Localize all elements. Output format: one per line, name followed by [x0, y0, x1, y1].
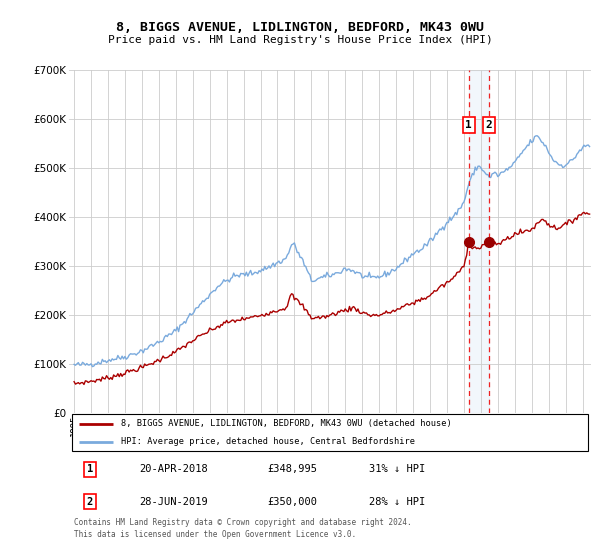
- Text: 28-JUN-2019: 28-JUN-2019: [139, 497, 208, 507]
- Text: £348,995: £348,995: [268, 464, 317, 474]
- Text: 8, BIGGS AVENUE, LIDLINGTON, BEDFORD, MK43 0WU: 8, BIGGS AVENUE, LIDLINGTON, BEDFORD, MK…: [116, 21, 484, 34]
- Text: 28% ↓ HPI: 28% ↓ HPI: [369, 497, 425, 507]
- Bar: [469, 70, 489, 413]
- Text: HPI: Average price, detached house, Central Bedfordshire: HPI: Average price, detached house, Cent…: [121, 437, 415, 446]
- Text: 2: 2: [486, 120, 493, 130]
- Text: 2: 2: [87, 497, 93, 507]
- Text: 1: 1: [87, 464, 93, 474]
- Text: Price paid vs. HM Land Registry's House Price Index (HPI): Price paid vs. HM Land Registry's House …: [107, 35, 493, 45]
- Text: 31% ↓ HPI: 31% ↓ HPI: [369, 464, 425, 474]
- FancyBboxPatch shape: [71, 414, 589, 451]
- Text: Contains HM Land Registry data © Crown copyright and database right 2024.
This d: Contains HM Land Registry data © Crown c…: [74, 519, 412, 539]
- Text: 1: 1: [466, 120, 472, 130]
- Text: £350,000: £350,000: [268, 497, 317, 507]
- Text: 8, BIGGS AVENUE, LIDLINGTON, BEDFORD, MK43 0WU (detached house): 8, BIGGS AVENUE, LIDLINGTON, BEDFORD, MK…: [121, 419, 452, 428]
- Text: 20-APR-2018: 20-APR-2018: [139, 464, 208, 474]
